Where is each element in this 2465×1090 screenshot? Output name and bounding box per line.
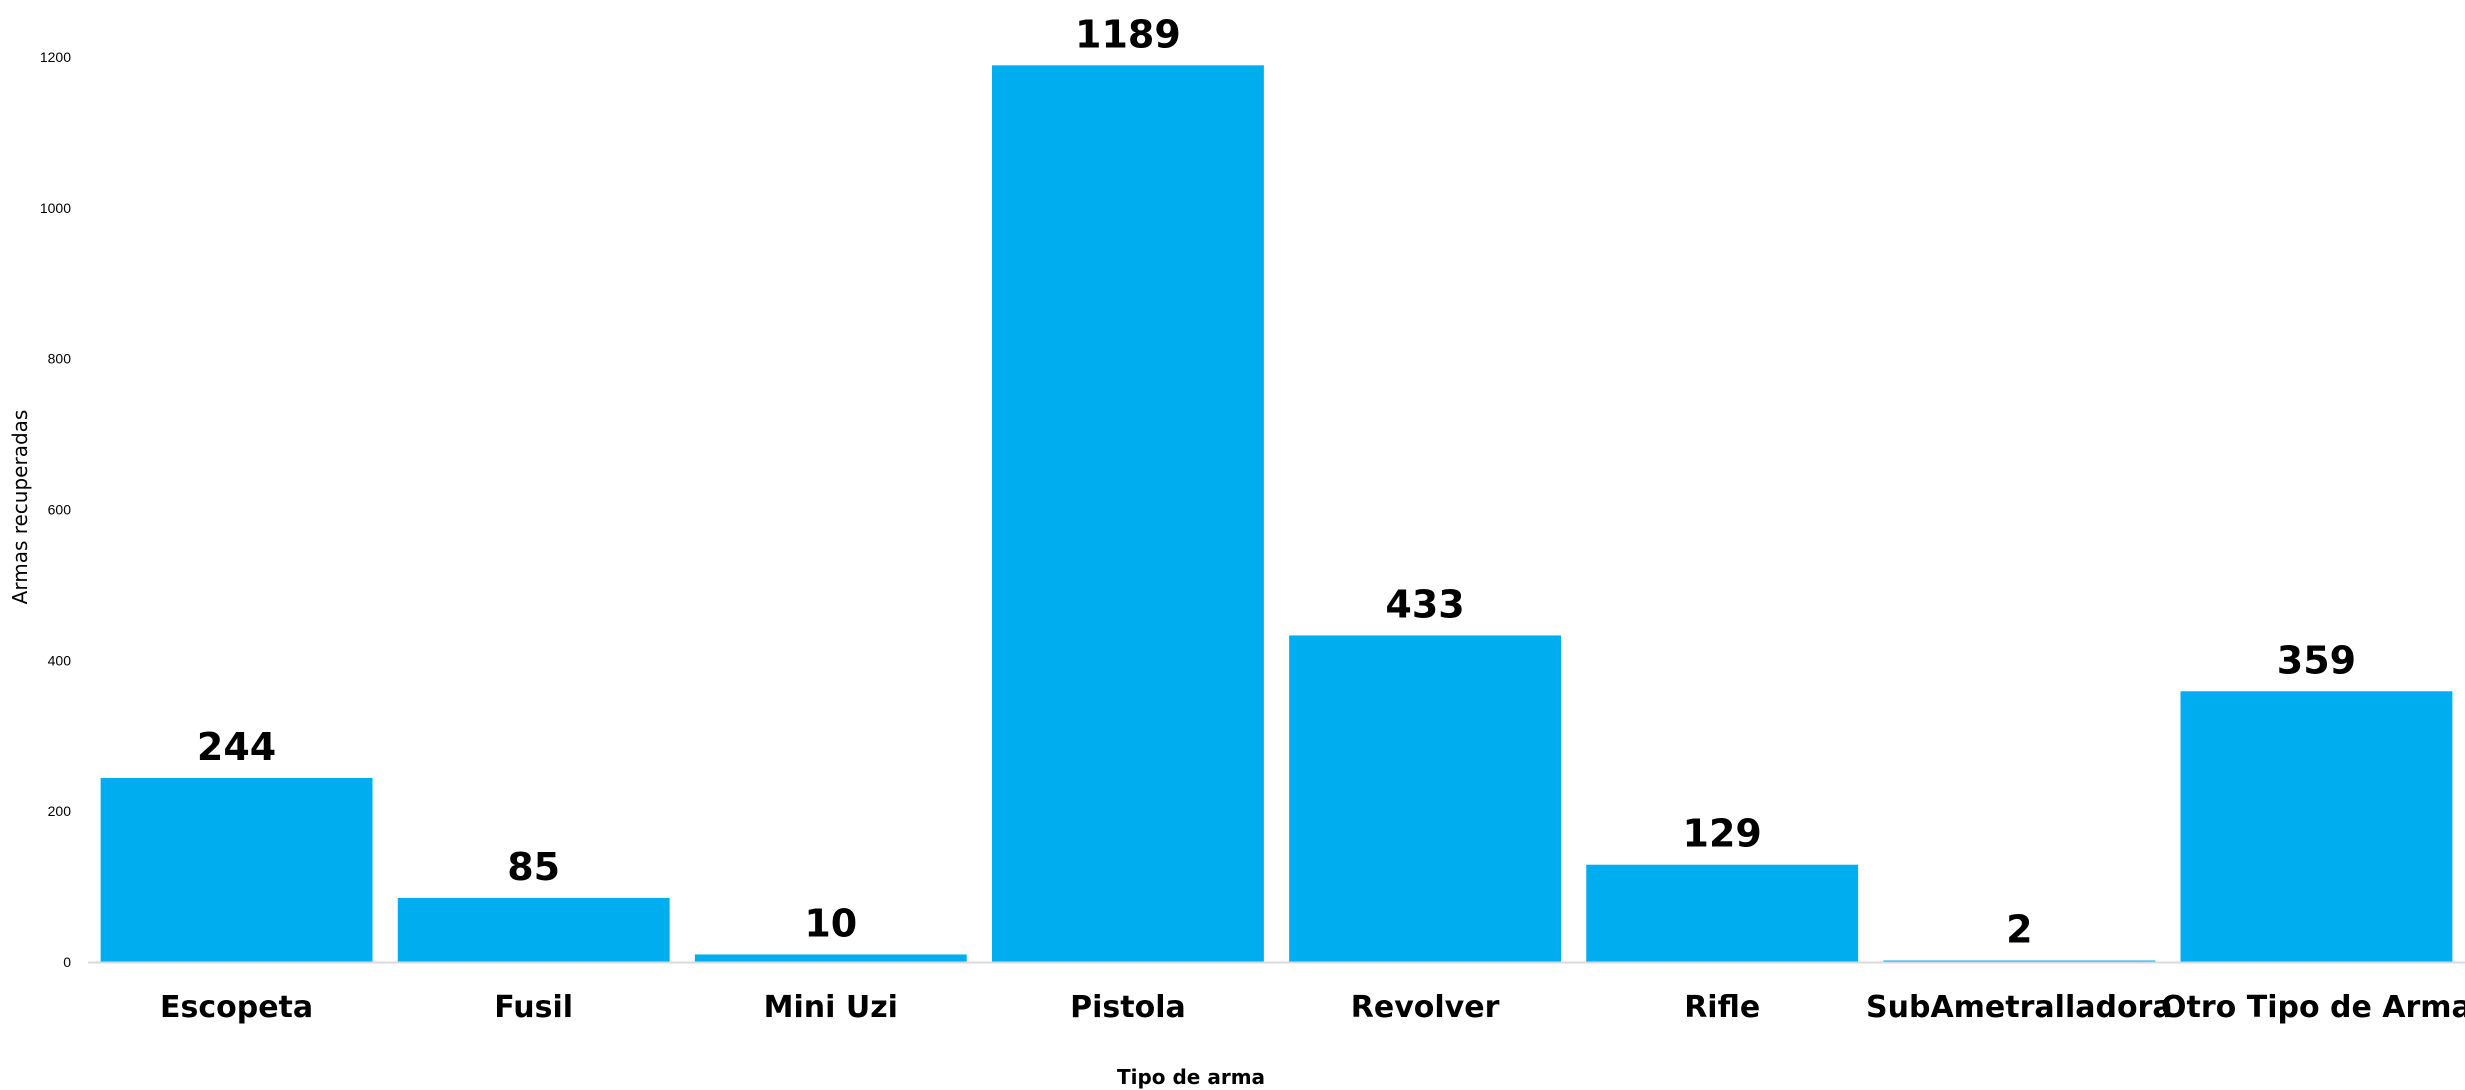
x-axis-title: Tipo de arma <box>1117 1065 1265 1089</box>
bar-pistola <box>992 65 1264 962</box>
value-labels-group: 244 85 10 1189 433 129 2 359 <box>197 12 2356 951</box>
bar-mini-uzi <box>694 954 967 962</box>
y-tick-label: 400 <box>48 652 72 668</box>
y-tick-label: 1200 <box>40 49 71 65</box>
data-label: 2 <box>2006 907 2032 951</box>
y-tick-label: 1000 <box>40 200 71 216</box>
bars-group <box>100 65 2453 962</box>
x-tick-label: Revolver <box>1351 990 1500 1025</box>
data-label: 1189 <box>1075 12 1181 56</box>
bar-escopeta <box>100 777 373 962</box>
x-tick-label: Fusil <box>494 990 573 1025</box>
bar-otro-tipo-de-arma <box>2180 691 2453 962</box>
data-label: 85 <box>507 845 560 889</box>
y-tick-label: 800 <box>48 351 72 367</box>
y-tick-label: 600 <box>48 502 72 518</box>
x-tick-label: Escopeta <box>160 990 313 1025</box>
y-axis-ticks: 0 200 400 600 800 1000 1200 <box>40 49 71 970</box>
data-label: 433 <box>1385 582 1464 626</box>
x-tick-label: Mini Uzi <box>764 990 898 1025</box>
x-tick-label: Pistola <box>1070 990 1186 1025</box>
x-tick-label: Otro Tipo de Arma <box>2161 990 2465 1025</box>
bar-revolver <box>1289 635 1561 962</box>
x-tick-label: Rifle <box>1684 990 1760 1025</box>
data-label: 244 <box>197 725 276 769</box>
bar-rifle <box>1586 864 1859 962</box>
y-tick-label: 0 <box>63 954 71 970</box>
bar-subametralladora <box>1883 960 2156 962</box>
data-label: 10 <box>804 901 857 945</box>
data-label: 359 <box>2277 638 2356 682</box>
y-tick-label: 200 <box>48 803 72 819</box>
bar-fusil <box>397 897 670 962</box>
data-label: 129 <box>1683 812 1762 856</box>
y-axis-title: Armas recuperadas <box>8 410 32 605</box>
x-tick-label: SubAmetralladora <box>1866 990 2173 1025</box>
category-labels-group: Escopeta Fusil Mini Uzi Pistola Revolver Rifl… <box>160 990 2465 1025</box>
